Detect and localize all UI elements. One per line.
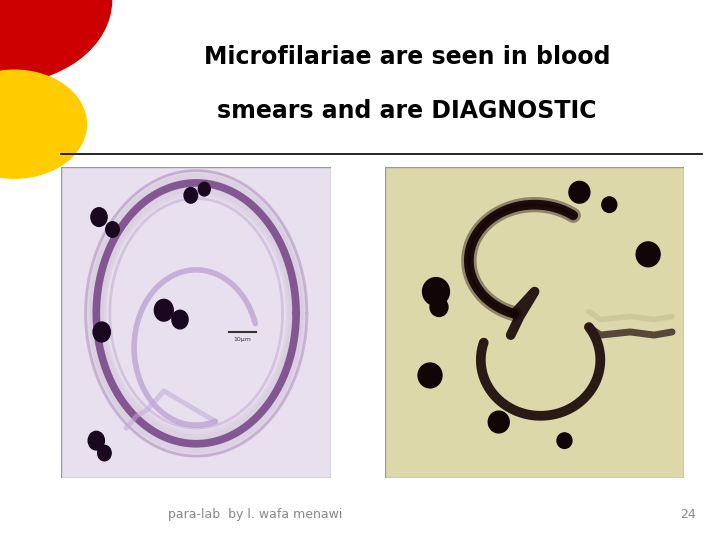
Circle shape — [199, 183, 210, 196]
Circle shape — [98, 446, 111, 461]
Circle shape — [91, 208, 107, 226]
Text: Microfilariae are seen in blood: Microfilariae are seen in blood — [204, 45, 610, 69]
Circle shape — [89, 431, 104, 450]
Circle shape — [602, 197, 617, 212]
Circle shape — [172, 310, 188, 329]
Circle shape — [0, 0, 112, 84]
Circle shape — [418, 363, 442, 388]
Text: 10μm: 10μm — [233, 338, 251, 342]
Circle shape — [488, 411, 509, 433]
Circle shape — [569, 181, 590, 203]
Circle shape — [93, 322, 110, 342]
Circle shape — [154, 299, 174, 321]
Circle shape — [106, 222, 120, 237]
Circle shape — [557, 433, 572, 448]
Text: para-lab  by l. wafa menawi: para-lab by l. wafa menawi — [168, 508, 343, 521]
Circle shape — [423, 278, 449, 306]
Circle shape — [0, 70, 86, 178]
Circle shape — [636, 242, 660, 267]
Circle shape — [184, 187, 197, 203]
Text: 24: 24 — [680, 508, 696, 521]
Circle shape — [430, 298, 448, 316]
Text: smears and are DIAGNOSTIC: smears and are DIAGNOSTIC — [217, 99, 597, 123]
